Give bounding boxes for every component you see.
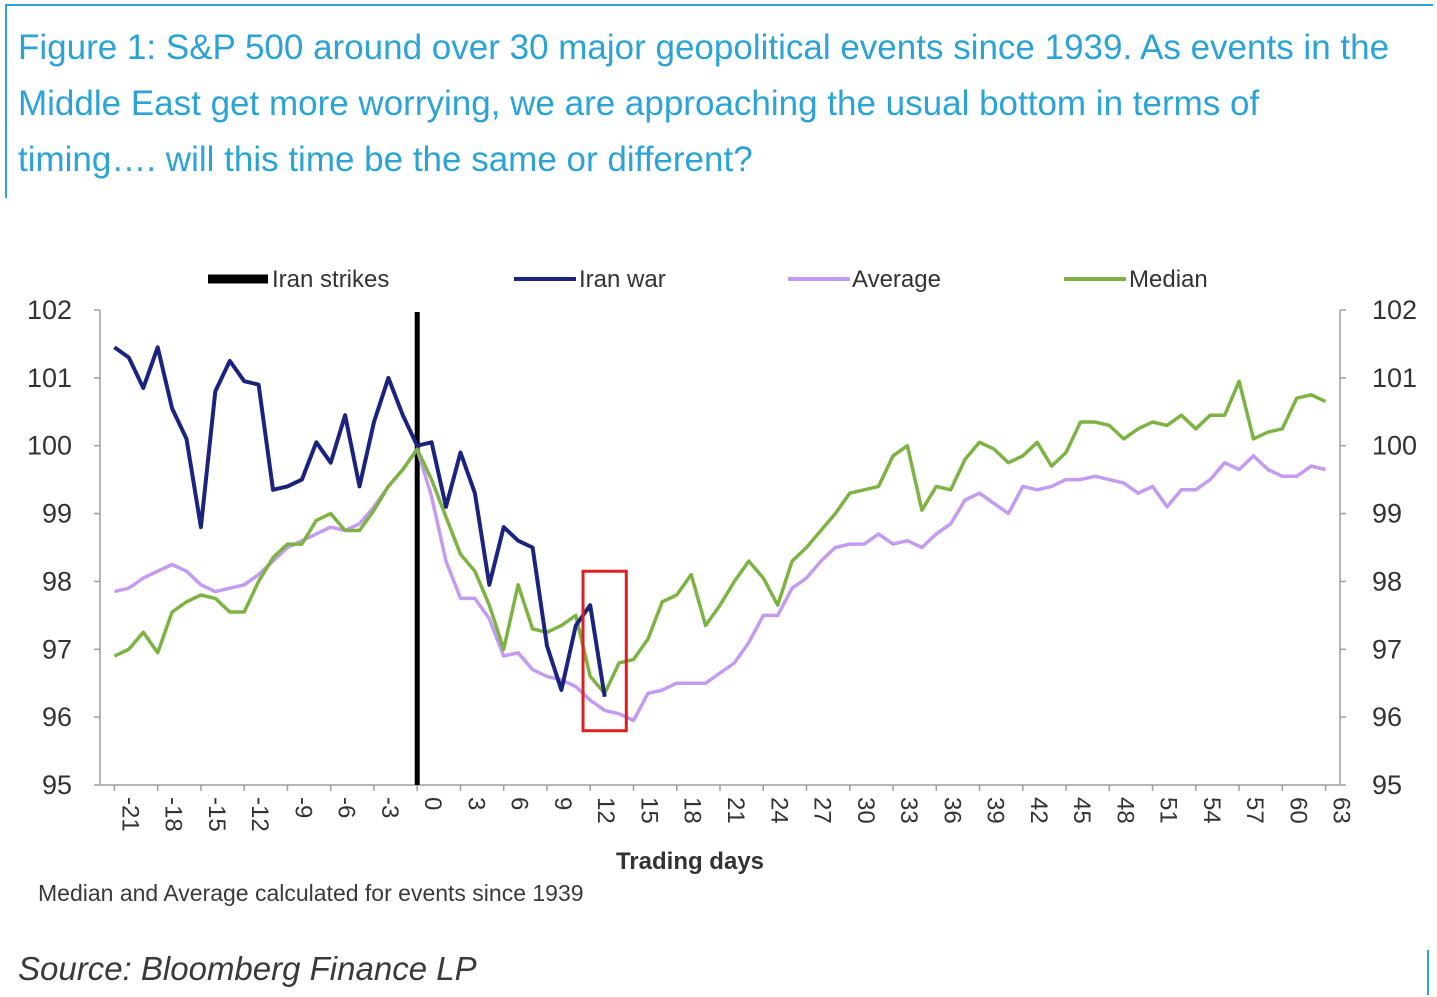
- x-tick-label: -12: [246, 797, 273, 832]
- y-tick-label-right: 99: [1372, 499, 1402, 529]
- y-tick-label-left: 101: [27, 363, 72, 393]
- y-tick-label-left: 98: [42, 566, 72, 596]
- footnote: Median and Average calculated for events…: [38, 880, 584, 906]
- x-tick-label: 0: [419, 797, 446, 810]
- x-tick-label: 30: [852, 797, 879, 824]
- x-tick-label: -15: [203, 797, 230, 832]
- series-line-iran-war: [113, 345, 607, 698]
- y-tick-label-left: 95: [42, 770, 72, 800]
- y-tick-label-left: 96: [42, 702, 72, 732]
- x-tick-label: 33: [895, 797, 922, 824]
- x-tick-label: 18: [679, 797, 706, 824]
- series-layer: [113, 312, 1327, 785]
- y-tick-label-left: 100: [27, 431, 72, 461]
- x-tick-label: 63: [1328, 797, 1355, 824]
- figure-title: Figure 1: S&P 500 around over 30 major g…: [18, 28, 1390, 179]
- legend-label-median: Median: [1129, 266, 1208, 293]
- y-tick-label-right: 97: [1372, 634, 1402, 664]
- x-tick-label: 57: [1241, 797, 1268, 824]
- x-tick-label: 60: [1284, 797, 1311, 824]
- x-tick-label: 3: [462, 797, 489, 810]
- source-note: Source: Bloomberg Finance LP: [18, 950, 477, 987]
- y-tick-label-left: 102: [27, 295, 72, 325]
- series-line-average: [113, 447, 1327, 723]
- x-tick-label: 6: [506, 797, 533, 810]
- x-tick-label: 36: [938, 797, 965, 824]
- series-line-median: [113, 379, 1327, 696]
- legend-label-average: Average: [852, 266, 941, 293]
- y-tick-label-right: 101: [1372, 363, 1417, 393]
- x-tick-label: 51: [1155, 797, 1182, 824]
- title-left-rule: [5, 4, 7, 198]
- y-tick-label-left: 97: [42, 634, 72, 664]
- x-tick-label: 21: [722, 797, 749, 824]
- legend-label-iran-strikes: Iran strikes: [272, 266, 389, 293]
- y-tick-label-right: 100: [1372, 431, 1417, 461]
- x-tick-label: 39: [982, 797, 1009, 824]
- y-tick-label-right: 96: [1372, 702, 1402, 732]
- chart-legend: Iran strikes Iran war Average Median: [208, 266, 1208, 293]
- x-tick-label: -21: [116, 797, 143, 832]
- x-tick-label: 45: [1068, 797, 1095, 824]
- title-top-rule: [5, 4, 1433, 6]
- x-tick-label: -18: [160, 797, 187, 832]
- x-tick-label: -6: [333, 797, 360, 818]
- highlight-box: [581, 569, 628, 733]
- bottom-right-rule: [1427, 950, 1429, 995]
- x-tick-label: 12: [592, 797, 619, 824]
- x-tick-label: 54: [1198, 797, 1225, 824]
- legend-label-iran-war: Iran war: [579, 266, 666, 293]
- x-tick-label: -9: [289, 797, 316, 818]
- x-tick-label: 15: [635, 797, 662, 824]
- x-tick-label: 9: [549, 797, 576, 810]
- y-tick-label-right: 98: [1372, 566, 1402, 596]
- y-tick-label-right: 95: [1372, 770, 1402, 800]
- y-tick-label-left: 99: [42, 499, 72, 529]
- x-tick-label: 24: [765, 797, 792, 824]
- x-tick-label: -3: [376, 797, 403, 818]
- x-axis-label: Trading days: [616, 848, 764, 875]
- x-tick-label: 42: [1025, 797, 1052, 824]
- x-tick-label: 48: [1111, 797, 1138, 824]
- y-tick-label-right: 102: [1372, 295, 1417, 325]
- x-tick-label: 27: [809, 797, 836, 824]
